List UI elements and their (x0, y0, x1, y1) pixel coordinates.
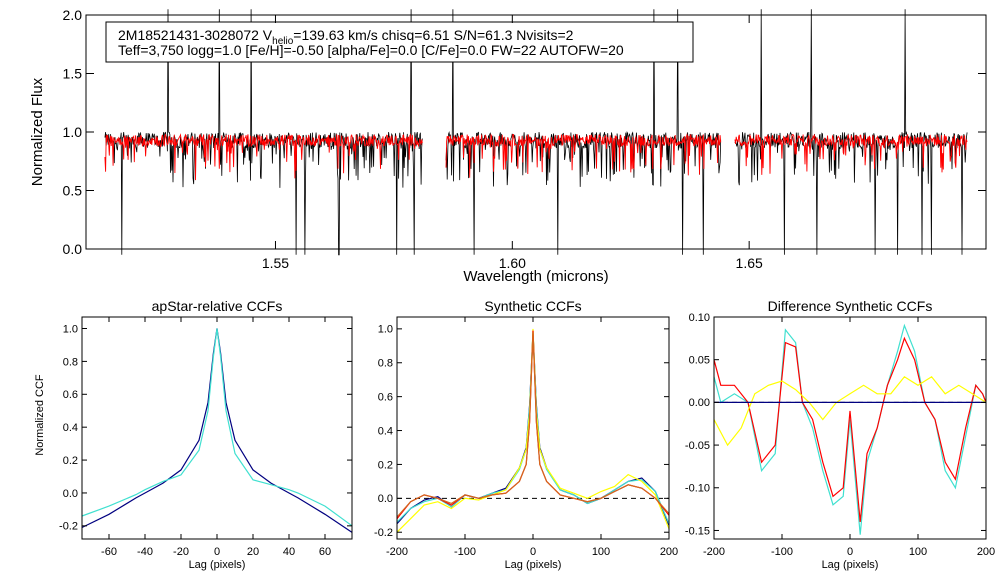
difference-ccf-x-tick-label: 200 (977, 546, 995, 558)
spectrum-x-tick-label: 1.65 (736, 255, 763, 271)
apstar-ccf-x-tick-label: 40 (283, 546, 295, 558)
difference-1-line (713, 323, 987, 535)
synthetic-ccf-plot-frame (396, 316, 670, 540)
apstar-ccf-x-tick-label: -40 (137, 546, 153, 558)
spectrum-x-tick-label: 1.55 (262, 255, 289, 271)
apstar-ccf-y-tick-label: -0.2 (59, 521, 78, 533)
apstar-ccf-y-tick-label: 0.8 (63, 356, 78, 368)
info-line-1-subscript: helio (272, 36, 294, 47)
spectrum-info-box: 2M18521431-3028072 Vhelio=139.63 km/s ch… (105, 21, 694, 63)
difference-ccf-y-tick-label: -0.15 (685, 525, 710, 537)
info-box-border (105, 21, 694, 63)
synthetic-ccf-y-tick-label: 0.8 (378, 358, 393, 370)
apstar-ccf-y-tick-label: 0.4 (63, 422, 78, 434)
spectrum-y-tick-label: 2.0 (63, 7, 83, 23)
synthetic-ccf-x-tick-label: 100 (592, 546, 610, 558)
apstar-ccf-y-axis-label: Normalized CCF (34, 374, 46, 456)
info-line-1-suffix: =139.63 km/s chisq=6.51 S/N=61.3 Nvisits… (293, 27, 573, 43)
difference-ccf-x-tick-label: 100 (909, 546, 927, 558)
synthetic-ccf-x-tick-label: -100 (454, 546, 476, 558)
info-line-1-prefix: 2M18521431-3028072 V (118, 27, 273, 43)
info-line-2: Teff=3,750 logg=1.0 [Fe/H]=-0.50 [alpha/… (118, 42, 624, 58)
ccf-visit-2-line (81, 328, 353, 527)
observed-spectrum-line (734, 9, 968, 255)
synthetic-5-line (396, 332, 670, 518)
synthetic-4-line (396, 330, 670, 520)
apstar-ccf-y-tick-label: 1.0 (63, 323, 78, 335)
spectrum-y-tick-label: 0.0 (63, 241, 83, 257)
apstar-ccf-y-tick-label: 0.0 (63, 488, 78, 500)
ccf-visit-1-line (81, 328, 353, 533)
synthetic-ccf-title: Synthetic CCFs (484, 298, 581, 314)
info-line-1: 2M18521431-3028072 Vhelio=139.63 km/s ch… (118, 27, 574, 47)
difference-ccf-y-tick-label: 0.00 (689, 397, 710, 409)
synthetic-2-line (396, 332, 670, 524)
spectrum-panel: 2M18521431-3028072 Vhelio=139.63 km/s ch… (29, 7, 987, 285)
spectrum-y-tick-label: 1.0 (63, 124, 83, 140)
synthetic-ccf-y-tick-label: 0.4 (378, 425, 393, 437)
spectrum-y-tick-label: 1.5 (63, 65, 83, 81)
apstar-ccf-y-tick-label: 0.2 (63, 455, 78, 467)
synthetic-ccf-x-tick-label: -200 (386, 546, 408, 558)
difference-ccf-x-axis-label: Lag (pixels) (822, 559, 879, 571)
spectrum-x-tick-label: 1.60 (499, 255, 526, 271)
difference-ccf-plot-frame (713, 316, 987, 540)
synthetic-ccf-x-tick-label: 200 (660, 546, 678, 558)
apstar-ccf-x-tick-label: 0 (214, 546, 220, 558)
difference-3-line (713, 376, 987, 447)
synthetic-ccf-y-tick-label: -0.2 (374, 527, 393, 539)
difference-ccf-y-tick-label: 0.05 (689, 355, 710, 367)
difference-ccf-x-tick-label: -200 (703, 546, 725, 558)
synthetic-spectrum-line (104, 133, 423, 181)
synthetic-ccf-panel: Synthetic CCFs -200 -100 0 100 200 -0.2 0.0 0.2… (374, 298, 678, 571)
synthetic-1-line (396, 332, 670, 526)
apstar-ccf-y-tick-label: 0.6 (63, 389, 78, 401)
synthetic-ccf-y-tick-label: 0.2 (378, 459, 393, 471)
apstar-ccf-x-tick-label: -60 (101, 546, 117, 558)
synthetic-ccf-x-tick-label: 0 (530, 546, 536, 558)
synthetic-ccf-y-tick-label: 1.0 (378, 324, 393, 336)
difference-2-line (713, 336, 987, 522)
apstar-ccf-x-tick-label: 60 (319, 546, 331, 558)
synthetic-spectrum-line (445, 133, 722, 178)
difference-ccf-panel: Difference Synthetic CCFs -200 -100 0 100 20… (685, 298, 995, 571)
apstar-ccf-panel: apStar-relative CCFs -60 -40 -20 0 20 40 60 -0.… (34, 298, 353, 571)
difference-ccf-y-tick-label: -0.05 (685, 440, 710, 452)
synthetic-spectrum-line (734, 133, 968, 175)
synthetic-ccf-y-tick-label: 0.0 (378, 493, 393, 505)
difference-ccf-title: Difference Synthetic CCFs (768, 298, 933, 314)
difference-ccf-x-tick-label: 0 (847, 546, 853, 558)
difference-ccf-y-tick-label: 0.10 (689, 312, 710, 324)
synthetic-ccf-x-axis-label: Lag (pixels) (505, 559, 562, 571)
spectrum-y-tick-label: 0.5 (63, 182, 83, 198)
difference-ccf-y-tick-label: -0.10 (685, 483, 710, 495)
difference-ccf-x-tick-label: -100 (771, 546, 793, 558)
apstar-ccf-x-tick-label: 20 (247, 546, 259, 558)
apstar-ccf-x-axis-label: Lag (pixels) (189, 559, 246, 571)
spectrum-y-axis-label: Normalized Flux (29, 77, 46, 186)
apstar-ccf-title: apStar-relative CCFs (152, 298, 283, 314)
spectrum-x-axis-label: Wavelength (microns) (463, 268, 608, 285)
apstar-ccf-x-tick-label: -20 (173, 546, 189, 558)
synthetic-3-line (396, 328, 670, 533)
synthetic-ccf-y-tick-label: 0.6 (378, 391, 393, 403)
